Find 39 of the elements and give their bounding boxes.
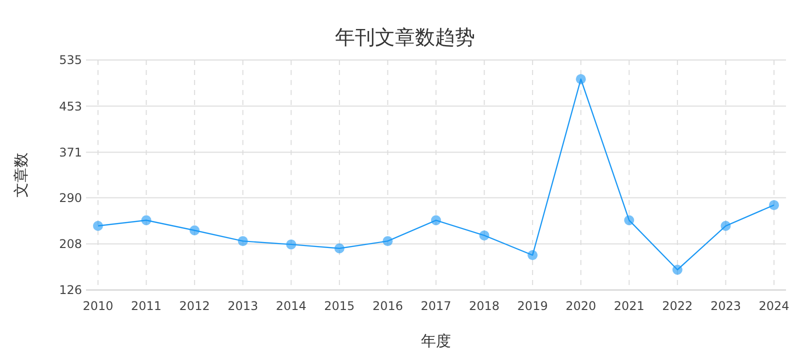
x-tick-label: 2016 <box>372 299 403 313</box>
y-tick-label: 208 <box>59 237 82 252</box>
point <box>479 230 490 240</box>
x-tick-label: 2011 <box>131 299 162 313</box>
point <box>238 236 248 246</box>
y-tick-label: 126 <box>59 283 82 298</box>
point <box>624 215 634 226</box>
y-tick-label: 535 <box>59 53 82 68</box>
point <box>720 220 731 231</box>
x-axis-title: 年度 <box>421 332 451 350</box>
y-tick-label: 453 <box>59 99 82 114</box>
x-tick-label: 2010 <box>82 299 114 313</box>
point <box>93 220 103 231</box>
x-tick-label: 2014 <box>276 299 306 313</box>
point <box>431 215 441 226</box>
point <box>382 236 393 246</box>
point <box>576 74 586 84</box>
chart-title: 年刊文章数趋势 <box>335 25 475 49</box>
point <box>141 215 152 226</box>
point <box>528 250 538 260</box>
x-tick-label: 2021 <box>614 299 644 313</box>
x-tick-label: 2022 <box>662 299 693 313</box>
y-tick-label: 371 <box>59 145 82 160</box>
x-tick-label: 2018 <box>469 299 500 313</box>
point <box>672 264 682 275</box>
x-tick-label: 2015 <box>324 299 355 313</box>
x-tick-label: 2023 <box>710 299 741 313</box>
x-tick-label: 2020 <box>566 299 596 313</box>
x-tick-label: 2012 <box>179 299 210 313</box>
point <box>769 200 779 210</box>
x-tick-label: 2024 <box>758 299 790 313</box>
point <box>190 225 200 236</box>
y-axis-title: 文章数 <box>12 152 30 198</box>
x-tick-label: 2013 <box>228 299 258 313</box>
x-tick-label: 2019 <box>517 299 548 313</box>
x-tick-label: 2017 <box>420 299 452 313</box>
y-tick-label: 290 <box>59 190 82 205</box>
point <box>334 243 344 254</box>
point <box>286 239 296 250</box>
